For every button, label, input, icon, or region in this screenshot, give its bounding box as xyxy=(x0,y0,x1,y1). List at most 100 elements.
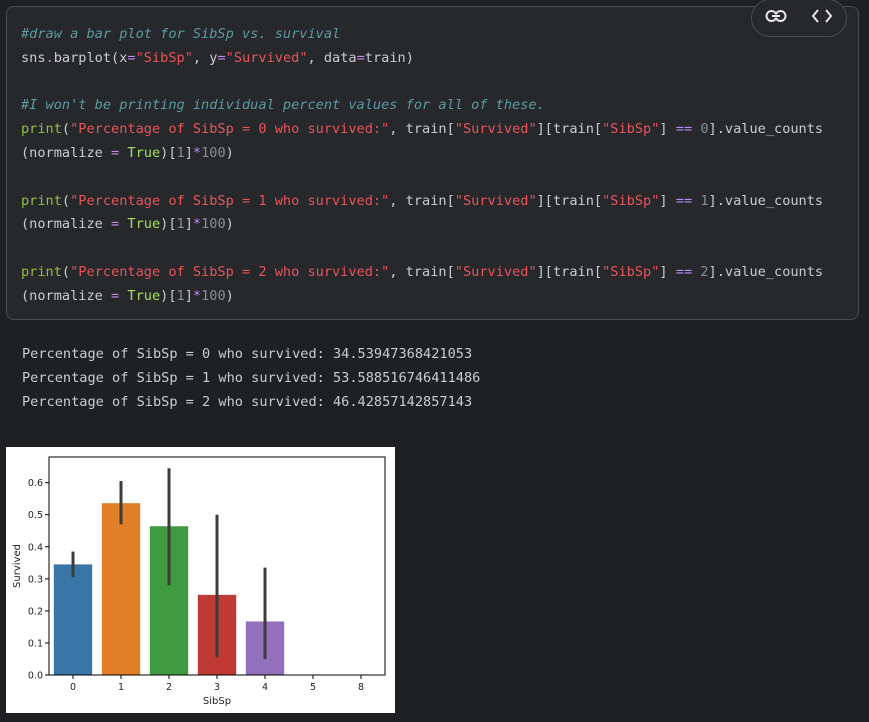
code-token: print xyxy=(21,121,62,138)
code-token: 2 xyxy=(700,263,709,280)
plot-frame xyxy=(48,456,386,676)
code-line xyxy=(21,237,823,261)
code-token: ( xyxy=(61,121,71,138)
cell-output: Percentage of SibSp = 0 who survived: 34… xyxy=(22,342,480,414)
code-brackets-icon xyxy=(811,9,833,23)
x-axis-label: SibSp xyxy=(203,696,231,707)
code-token: print xyxy=(21,263,62,280)
code-token: "SibSp" xyxy=(602,192,660,209)
code-token: ) xyxy=(225,216,234,233)
code-token: , train[ xyxy=(389,121,455,138)
output-line: Percentage of SibSp = 1 who survived: 53… xyxy=(22,370,481,386)
code-line: (normalize = True)[1]*100) xyxy=(21,213,823,237)
y-tick-label: 0.1 xyxy=(28,638,43,649)
code-token: ][train[ xyxy=(536,121,603,138)
code-token: #I won't be printing individual percent … xyxy=(21,97,545,114)
code-token: #draw a bar plot for SibSp vs. survival xyxy=(21,26,341,42)
code-token: "Percentage of SibSp = 2 who survived:" xyxy=(70,263,390,280)
code-line xyxy=(21,166,823,190)
code-token: ( xyxy=(61,192,71,209)
code-token: ] xyxy=(184,144,193,161)
code-block[interactable]: #draw a bar plot for SibSp vs. survival s… xyxy=(21,23,823,309)
code-token: ][train[ xyxy=(536,263,603,280)
y-tick-label: 0.2 xyxy=(28,606,43,617)
code-token: 1 xyxy=(176,144,185,161)
x-tick-label: 2 xyxy=(166,682,172,693)
y-tick-label: 0.0 xyxy=(28,671,43,682)
code-line: print("Percentage of SibSp = 0 who survi… xyxy=(21,118,823,142)
code-token: = xyxy=(111,216,120,233)
bar-sibsp-0 xyxy=(53,564,93,675)
code-token: 100 xyxy=(201,216,226,233)
code-token: ] xyxy=(184,216,193,233)
code-token: 100 xyxy=(201,144,226,161)
code-token: ] xyxy=(659,263,676,280)
x-tick-label: 3 xyxy=(214,682,220,693)
code-token: print xyxy=(21,192,62,209)
code-token: * xyxy=(192,216,202,233)
code-token: = xyxy=(356,49,365,66)
chart-svg: 0 1 2 3 4 5 8 0.0 0.1 0.2 0.3 0.4 0.5 0.6 SibSp Survive… xyxy=(12,456,386,707)
code-token: = xyxy=(111,287,120,304)
code-token: ][train[ xyxy=(536,192,603,209)
y-tick-label: 0.6 xyxy=(28,478,43,489)
code-token: * xyxy=(192,287,202,304)
code-token: 1 xyxy=(176,216,185,233)
code-line: sns.barplot(x="SibSp", y="Survived", dat… xyxy=(21,47,823,71)
code-token: )[ xyxy=(160,144,177,161)
code-token: "Survived" xyxy=(454,192,537,209)
code-token: 1 xyxy=(700,192,709,209)
code-token: 0 xyxy=(700,121,709,138)
code-token: , data xyxy=(307,49,357,66)
code-token: 100 xyxy=(201,287,226,304)
code-token: = xyxy=(127,49,136,66)
x-tick-label: 8 xyxy=(358,682,364,693)
output-line: Percentage of SibSp = 2 who survived: 46… xyxy=(22,394,473,410)
code-token: True xyxy=(127,216,161,233)
code-token: * xyxy=(192,144,202,161)
x-tick-label: 1 xyxy=(118,682,124,693)
x-tick-label: 4 xyxy=(262,682,268,693)
code-token: 1 xyxy=(176,287,185,304)
code-token: "SibSp" xyxy=(602,121,660,138)
code-token: (normalize xyxy=(21,216,112,233)
link-icon xyxy=(765,10,787,22)
code-token: ) xyxy=(225,287,234,304)
code-token: ].value_counts xyxy=(708,263,824,280)
x-tick-label: 5 xyxy=(310,682,316,693)
code-token: ] xyxy=(184,287,193,304)
code-token: "Percentage of SibSp = 1 who survived:" xyxy=(70,192,390,209)
code-token: "Survived" xyxy=(225,49,308,66)
code-token: ( xyxy=(61,263,71,280)
view-code-button[interactable] xyxy=(804,2,840,30)
code-token: sns xyxy=(21,49,46,66)
code-token: (normalize xyxy=(21,144,112,161)
code-token: , y xyxy=(192,49,218,66)
bar-chart: 0 1 2 3 4 5 8 0.0 0.1 0.2 0.3 0.4 0.5 0.6 SibSp Survive… xyxy=(6,447,395,713)
bar-sibsp-1 xyxy=(101,503,141,675)
code-token: == xyxy=(675,121,693,138)
code-token: )[ xyxy=(160,216,177,233)
code-token: = xyxy=(111,144,120,161)
code-token: (normalize xyxy=(21,287,112,304)
y-axis-label: Survived xyxy=(12,544,23,588)
code-token: = xyxy=(217,49,226,66)
x-tick-label: 0 xyxy=(70,682,76,693)
code-token: ) xyxy=(225,144,234,161)
code-token: == xyxy=(675,192,693,209)
code-line: print("Percentage of SibSp = 2 who survi… xyxy=(21,261,823,285)
code-line: print("Percentage of SibSp = 1 who survi… xyxy=(21,190,823,214)
code-line: (normalize = True)[1]*100) xyxy=(21,142,823,166)
y-tick-label: 0.5 xyxy=(28,510,43,521)
code-line: #draw a bar plot for SibSp vs. survival xyxy=(21,23,823,47)
code-token: barplot(x xyxy=(53,49,128,66)
copy-link-button[interactable] xyxy=(758,2,794,30)
code-token: True xyxy=(127,144,161,161)
code-token: == xyxy=(675,263,693,280)
code-cell[interactable]: #draw a bar plot for SibSp vs. survival s… xyxy=(6,0,859,320)
code-token: ].value_counts xyxy=(708,121,824,138)
code-token: , train[ xyxy=(389,263,455,280)
code-token: "Survived" xyxy=(454,121,537,138)
code-token: ] xyxy=(659,121,676,138)
code-line xyxy=(21,71,823,95)
